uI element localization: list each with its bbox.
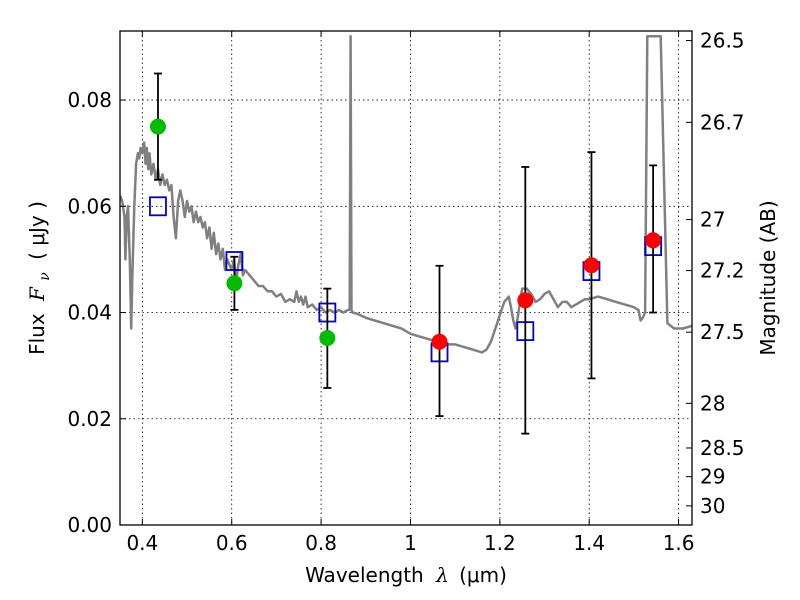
y-axis-ticks: 0.00 0.02 0.04 0.06 0.08 <box>67 88 126 537</box>
y-axis-title-symbol: F <box>25 286 49 302</box>
y-tick-label: 0.06 <box>67 194 112 218</box>
right-axis-ticks: 26.5 26.7 27 27.2 27.5 28 28.5 29 30 <box>686 29 745 518</box>
x-tick-label: 1 <box>404 531 417 555</box>
model-photometry-box <box>149 196 167 217</box>
x-axis-ticks: 0.4 0.6 0.8 1 1.2 1.4 1.6 <box>126 31 695 555</box>
right-tick-label: 29 <box>700 465 725 489</box>
y-axis-title-subscript: ν <box>37 272 53 281</box>
template-spectrum-layer <box>120 35 692 354</box>
right-tick-label: 26.7 <box>700 110 745 134</box>
right-tick-label: 26.5 <box>700 29 745 53</box>
observed-point-red <box>583 257 600 274</box>
observed-point-green <box>226 275 243 292</box>
y-tick-label: 0.04 <box>67 301 112 325</box>
right-tick-label: 30 <box>700 494 725 518</box>
y-tick-label: 0.08 <box>67 88 112 112</box>
right-axis-title: Magnitude (AB) <box>756 200 780 355</box>
y-axis-title-prefix: Flux <box>25 313 49 355</box>
y-axis-title-unit: ( μJy ) <box>25 201 49 260</box>
x-tick-label: 0.8 <box>305 531 337 555</box>
y-axis-title: Flux F ν ( μJy ) <box>25 201 54 355</box>
x-axis-title-symbol: λ <box>435 563 449 587</box>
right-tick-label: 27.5 <box>700 320 745 344</box>
right-tick-label: 28 <box>700 391 725 415</box>
observed-photometry-layer <box>149 118 662 350</box>
template-spectrum-line <box>120 35 692 354</box>
right-tick-label: 27 <box>700 208 725 232</box>
observed-point-red <box>517 292 534 309</box>
observed-point-red <box>431 333 448 350</box>
x-axis-title-unit: (μm) <box>459 563 507 587</box>
right-tick-label: 28.5 <box>700 436 745 460</box>
x-tick-label: 0.4 <box>126 531 158 555</box>
plot-frame <box>119 30 693 526</box>
x-tick-label: 1.4 <box>573 531 605 555</box>
x-tick-label: 0.6 <box>216 531 248 555</box>
observed-point-red <box>645 232 662 249</box>
x-tick-label: 1.2 <box>484 531 516 555</box>
plot-area-background <box>120 31 692 525</box>
y-tick-label: 0.00 <box>67 513 112 537</box>
x-axis-title-prefix: Wavelength <box>305 563 424 587</box>
right-tick-label: 27.2 <box>700 259 745 283</box>
x-axis-title: Wavelength λ (μm) <box>305 563 507 587</box>
y-tick-label: 0.02 <box>67 407 112 431</box>
observed-point-green <box>149 118 166 135</box>
x-tick-label: 1.6 <box>663 531 695 555</box>
observed-point-green <box>319 330 336 347</box>
